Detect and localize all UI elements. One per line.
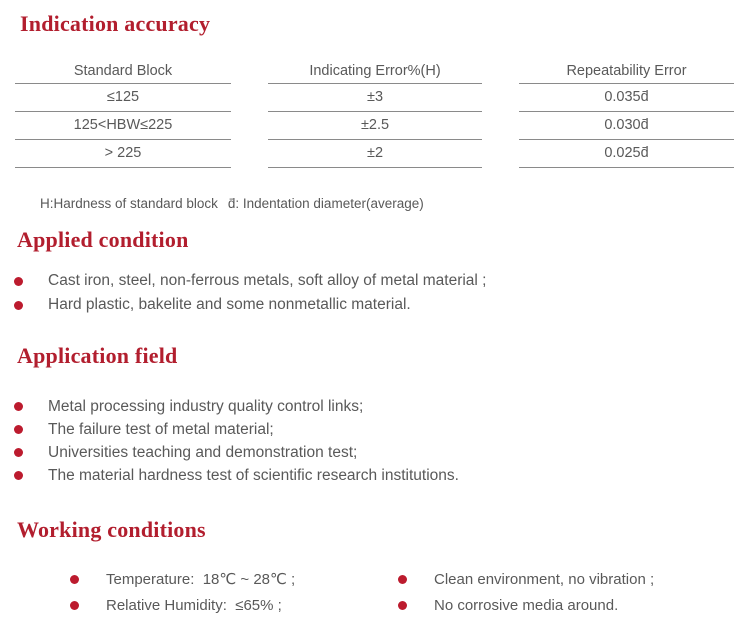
table-cell: ±2 <box>268 140 482 168</box>
bullet-icon <box>14 276 23 286</box>
table-cell: 0.025d̄ <box>519 140 734 168</box>
list-item: Clean environment, no vibration ; <box>398 566 654 592</box>
table-cell: ≤125 <box>15 84 231 112</box>
accuracy-table: Standard Block Indicating Error%(H) Repe… <box>15 60 734 168</box>
list-item-text: The material hardness test of scientific… <box>48 466 459 484</box>
list-item: The failure test of metal material; <box>14 418 459 441</box>
bullet-icon <box>14 402 23 411</box>
list-item-text: The failure test of metal material; <box>48 420 274 438</box>
list-item: No corrosive media around. <box>398 592 654 618</box>
list-item-text: Metal processing industry quality contro… <box>48 397 364 415</box>
list-item: Cast iron, steel, non-ferrous metals, so… <box>14 269 486 293</box>
table-cell: > 225 <box>15 140 231 168</box>
table-header-repeatability-error: Repeatability Error <box>519 60 734 84</box>
table-cell: ±3 <box>268 84 482 112</box>
working-conditions-list-left: Temperature: 18℃ ~ 28℃ ; Relative Humidi… <box>70 566 295 618</box>
section-title-applied-condition: Applied condition <box>17 227 189 252</box>
list-item: Hard plastic, bakelite and some nonmetal… <box>14 293 486 317</box>
table-header-indicating-error: Indicating Error%(H) <box>268 60 482 84</box>
list-item: The material hardness test of scientific… <box>14 464 459 487</box>
bullet-icon <box>14 471 23 480</box>
applied-condition-list: Cast iron, steel, non-ferrous metals, so… <box>14 269 486 317</box>
list-item-text: Temperature: 18℃ ~ 28℃ ; <box>106 571 296 588</box>
bullet-icon <box>70 600 79 610</box>
bullet-icon <box>14 300 23 310</box>
table-cell: 0.030d̄ <box>519 112 734 140</box>
list-item: Metal processing industry quality contro… <box>14 395 459 418</box>
list-item-text: Relative Humidity: ≤65% ; <box>106 596 282 614</box>
footnote-diameter: d̄: Indentation diameter(average) <box>227 196 424 211</box>
list-item: Temperature: 18℃ ~ 28℃ ; <box>70 566 295 592</box>
section-title-application-field: Application field <box>17 343 178 368</box>
table-footnote: H:Hardness of standard block d̄: Indentat… <box>25 181 424 226</box>
table-header-standard-block: Standard Block <box>15 60 231 84</box>
table-cell: 0.035d̄ <box>519 84 734 112</box>
list-item: Universities teaching and demonstration … <box>14 441 459 464</box>
section-title-indication-accuracy: Indication accuracy <box>20 11 211 36</box>
section-title-working-conditions: Working conditions <box>17 517 206 542</box>
bullet-icon <box>14 448 23 457</box>
list-item-text: No corrosive media around. <box>434 596 619 614</box>
bullet-icon <box>398 574 407 584</box>
list-item-text: Hard plastic, bakelite and some nonmetal… <box>48 296 411 313</box>
bullet-icon <box>70 574 79 584</box>
footnote-hardness: H:Hardness of standard block <box>40 196 218 211</box>
table-cell: 125<HBW≤225 <box>15 112 231 140</box>
application-field-list: Metal processing industry quality contro… <box>14 395 459 487</box>
table-cell: ±2.5 <box>268 112 482 140</box>
list-item: Relative Humidity: ≤65% ; <box>70 592 295 618</box>
working-conditions-list-right: Clean environment, no vibration ; No cor… <box>398 566 654 618</box>
list-item-text: Universities teaching and demonstration … <box>48 443 358 461</box>
bullet-icon <box>398 600 407 610</box>
bullet-icon <box>14 425 23 434</box>
list-item-text: Clean environment, no vibration ; <box>434 570 655 588</box>
list-item-text: Cast iron, steel, non-ferrous metals, so… <box>48 272 487 289</box>
